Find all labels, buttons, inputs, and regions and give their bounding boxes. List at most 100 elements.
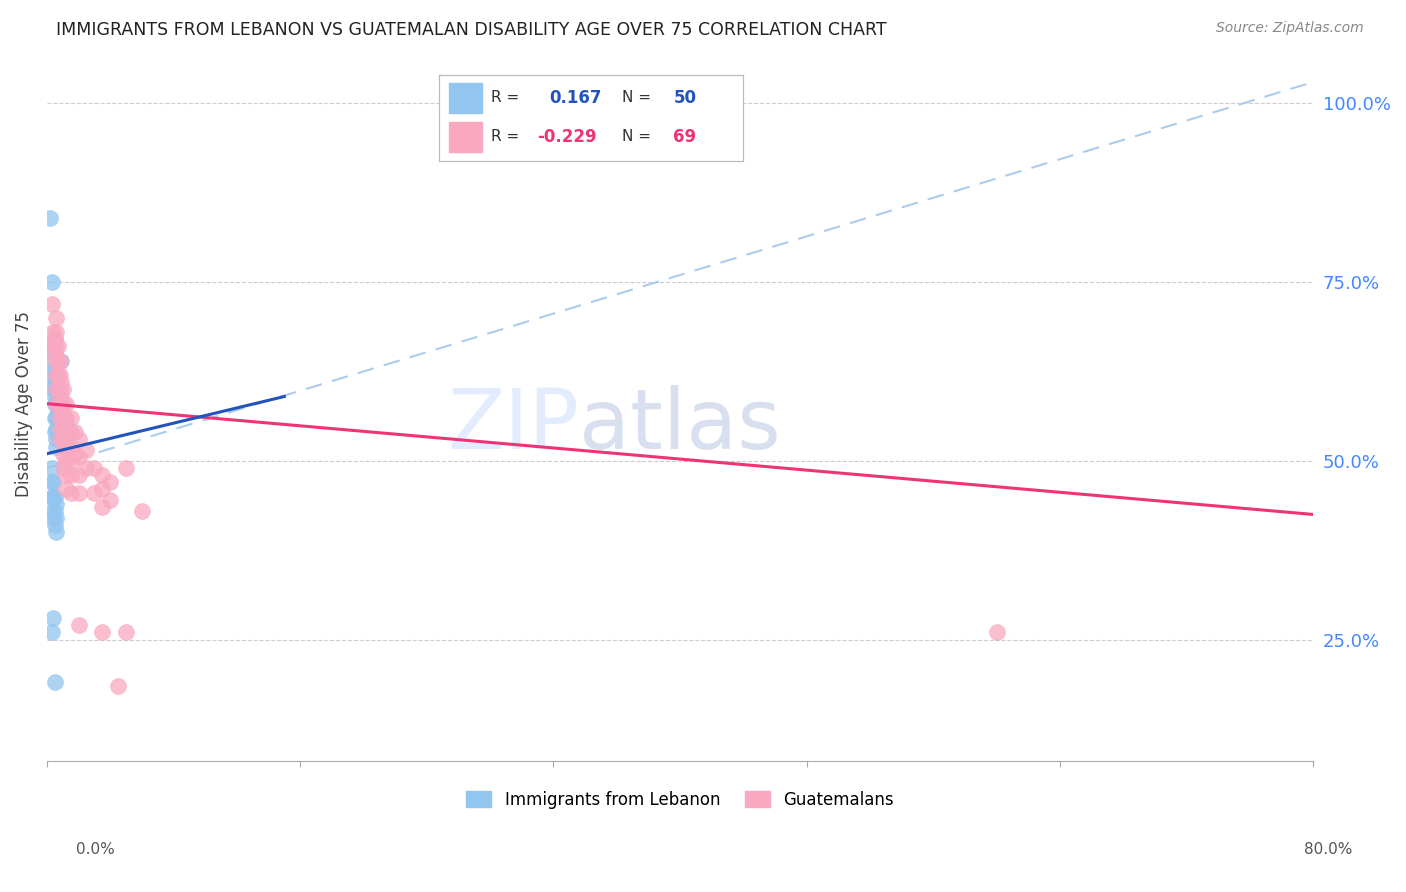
Point <box>59 440 82 454</box>
Point <box>45 422 67 436</box>
Point <box>44 346 66 360</box>
Text: IMMIGRANTS FROM LEBANON VS GUATEMALAN DISABILITY AGE OVER 75 CORRELATION CHART: IMMIGRANTS FROM LEBANON VS GUATEMALAN DI… <box>56 21 887 38</box>
Point <box>41 461 63 475</box>
Point <box>98 475 121 490</box>
Point <box>48 353 70 368</box>
Point <box>75 461 97 475</box>
Point <box>42 368 65 382</box>
Point <box>59 425 82 440</box>
Point <box>115 461 138 475</box>
Point <box>83 486 105 500</box>
Point <box>48 382 70 396</box>
Point <box>67 486 90 500</box>
Point <box>52 397 75 411</box>
Point <box>45 433 67 447</box>
Point <box>52 411 75 425</box>
Point <box>986 625 1008 640</box>
Point <box>42 353 65 368</box>
Point <box>44 375 66 389</box>
Point <box>46 390 69 404</box>
Point <box>55 411 77 425</box>
Point <box>59 486 82 500</box>
Point <box>55 422 77 436</box>
Point <box>65 447 87 461</box>
Point <box>42 475 65 490</box>
Point <box>45 497 67 511</box>
Point <box>45 397 67 411</box>
Point <box>39 211 62 225</box>
Point <box>42 490 65 504</box>
Point <box>45 525 67 540</box>
Point <box>41 475 63 490</box>
Point <box>48 368 70 382</box>
Point <box>46 368 69 382</box>
Point <box>41 490 63 504</box>
Point <box>91 625 114 640</box>
Point <box>52 433 75 447</box>
Y-axis label: Disability Age Over 75: Disability Age Over 75 <box>15 310 32 497</box>
Point <box>44 360 66 375</box>
Point <box>52 447 75 461</box>
Point <box>45 310 67 325</box>
Point <box>41 625 63 640</box>
Point <box>46 353 69 368</box>
Point <box>41 275 63 289</box>
Text: atlas: atlas <box>579 384 780 466</box>
Point <box>45 511 67 525</box>
Point <box>44 518 66 533</box>
Point <box>52 422 75 436</box>
Point <box>48 415 70 429</box>
Point <box>107 679 129 693</box>
Point <box>44 411 66 425</box>
Point <box>44 397 66 411</box>
Point <box>44 390 66 404</box>
Point <box>45 375 67 389</box>
Point <box>48 411 70 425</box>
Point <box>44 332 66 346</box>
Point <box>49 353 72 368</box>
Text: ZIP: ZIP <box>447 384 579 466</box>
Point <box>48 397 70 411</box>
Point <box>42 382 65 396</box>
Point <box>46 415 69 429</box>
Point <box>42 339 65 353</box>
Point <box>45 382 67 396</box>
Point <box>59 454 82 468</box>
Point <box>67 618 90 632</box>
Point <box>48 422 70 436</box>
Point <box>91 468 114 483</box>
Point <box>55 397 77 411</box>
Point <box>46 339 69 353</box>
Text: Source: ZipAtlas.com: Source: ZipAtlas.com <box>1216 21 1364 35</box>
Point <box>49 404 72 418</box>
Point <box>45 411 67 425</box>
Point <box>44 332 66 346</box>
Point <box>42 511 65 525</box>
Point <box>45 397 67 411</box>
Point <box>65 425 87 440</box>
Point <box>45 368 67 382</box>
Point <box>42 339 65 353</box>
Point <box>52 461 75 475</box>
Point <box>45 353 67 368</box>
Point <box>83 461 105 475</box>
Point <box>59 425 82 440</box>
Point <box>45 440 67 454</box>
Point <box>59 411 82 425</box>
Point <box>98 493 121 508</box>
Text: 0.0%: 0.0% <box>76 842 115 856</box>
Point <box>42 611 65 625</box>
Point <box>91 483 114 497</box>
Point <box>91 500 114 515</box>
Point <box>48 397 70 411</box>
Point <box>49 397 72 411</box>
Point <box>55 440 77 454</box>
Point <box>55 415 77 429</box>
Legend: Immigrants from Lebanon, Guatemalans: Immigrants from Lebanon, Guatemalans <box>458 782 903 817</box>
Point <box>52 411 75 425</box>
Point <box>44 675 66 690</box>
Point <box>44 490 66 504</box>
Point <box>41 296 63 310</box>
Point <box>55 454 77 468</box>
Point <box>42 325 65 339</box>
